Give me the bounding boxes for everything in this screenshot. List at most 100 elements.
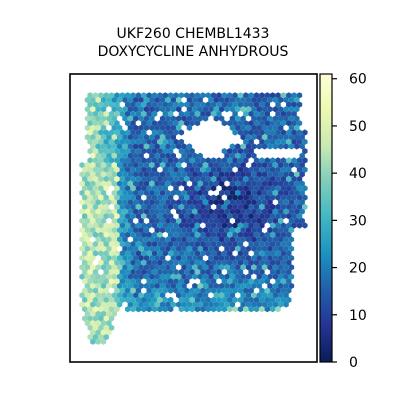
hexbin-cell <box>125 287 131 294</box>
hexbin-cell <box>261 292 268 299</box>
hexbin-cell <box>245 264 252 271</box>
hexbin-cell <box>181 199 187 206</box>
hexbin-cell <box>125 166 131 173</box>
hexbin-cell <box>87 101 93 108</box>
hexbin-cell <box>181 208 187 215</box>
hexbin-cell <box>159 292 166 299</box>
hexbin-cell <box>184 250 190 257</box>
hexbin-cell <box>173 278 179 285</box>
hexbin-cell <box>79 273 85 280</box>
hexbin-cell <box>235 245 241 252</box>
hexbin-cell <box>141 241 147 248</box>
hexbin-cell <box>138 227 144 234</box>
hexbin-cell <box>84 254 91 262</box>
hexbin-cell <box>176 292 182 299</box>
hexbin-cell <box>240 180 246 187</box>
hexbin-cell <box>194 259 201 266</box>
hexbin-cell <box>173 241 179 248</box>
hexbin-cell <box>210 110 217 117</box>
hexbin-cell <box>103 166 109 173</box>
hexbin-cell <box>296 194 303 201</box>
hexbin-cell <box>90 106 96 113</box>
hexbin-cell <box>87 194 93 201</box>
hexbin-cell <box>95 189 101 197</box>
hexbin-cell <box>82 185 88 192</box>
hexbin-cell <box>95 96 101 104</box>
hexbin-cell <box>205 203 211 210</box>
hexbin-cell <box>87 166 93 173</box>
hexbin-cell <box>95 134 101 141</box>
hexbin-cell <box>143 245 150 252</box>
hexbin-cell <box>141 129 147 136</box>
hexbin-cell <box>186 292 193 299</box>
hexbin-cell <box>261 236 268 243</box>
hexbin-cell <box>106 301 112 308</box>
hexbin-cell <box>251 217 257 224</box>
hexbin-cell <box>90 152 96 159</box>
hexbin-cell <box>205 101 211 108</box>
hexbin-cell <box>92 231 99 238</box>
hexbin-cell <box>84 208 91 215</box>
hexbin-cell <box>79 227 85 234</box>
hexbin-cell <box>146 259 152 266</box>
hexbin-cell <box>149 161 155 169</box>
hexbin-cell <box>186 199 193 206</box>
hexbin-cell <box>213 106 219 113</box>
hexbin-cell <box>216 175 222 183</box>
hexbin-cell <box>243 203 249 210</box>
hexbin-cell <box>133 301 139 308</box>
hexbin-cell <box>197 292 203 299</box>
hexbin-cell <box>116 134 123 141</box>
hexbin-cell <box>221 148 228 155</box>
hexbin-cell <box>106 180 112 187</box>
hexbin-cell <box>200 92 206 99</box>
hexbin-cell <box>240 217 246 224</box>
hexbin-cell <box>229 245 236 252</box>
hexbin-cell <box>87 231 93 238</box>
hexbin-cell <box>264 101 270 108</box>
hexbin-cell <box>232 222 238 229</box>
hexbin-cell <box>114 296 120 303</box>
hexbin-cell <box>176 96 182 104</box>
hexbin-cell <box>100 180 107 187</box>
hexbin-cell <box>194 203 201 210</box>
hexbin-cell <box>221 120 228 127</box>
hexbin-cell <box>84 189 91 197</box>
hexbin-cell <box>286 278 292 285</box>
hexbin-cell <box>130 92 136 99</box>
hexbin-cell <box>197 217 203 224</box>
hexbin-cell <box>256 227 262 234</box>
hexbin-cell <box>232 185 238 192</box>
hexbin-cell <box>143 254 150 262</box>
hexbin-cell <box>224 236 230 243</box>
hexbin-cell <box>216 306 222 313</box>
hexbin-cell <box>216 92 222 99</box>
hexbin-cell <box>253 194 260 201</box>
hexbin-cell <box>200 157 206 164</box>
hexbin-cell <box>227 166 233 173</box>
hexbin-cell <box>248 213 254 220</box>
hexbin-cell <box>92 315 99 322</box>
hexbin-cell <box>261 180 268 187</box>
hexbin-cell <box>237 157 244 164</box>
hexbin-cell <box>143 199 150 206</box>
hexbin-cell <box>251 171 257 178</box>
hexbin-cell <box>275 203 281 210</box>
hexbin-cell <box>253 231 260 238</box>
hexbin-cell <box>218 161 225 169</box>
hexbin-cell <box>135 110 142 117</box>
hexbin-cell <box>87 92 93 99</box>
hexbin-cell <box>232 268 238 276</box>
hexbin-cell <box>176 115 182 122</box>
hexbin-cell <box>90 254 96 262</box>
hexbin-cell <box>213 301 219 308</box>
hexbin-cell <box>218 254 225 262</box>
hexbin-cell <box>143 134 150 141</box>
hexbin-cell <box>302 203 308 210</box>
hexbin-cell <box>111 245 117 252</box>
hexbin-cell <box>103 110 109 117</box>
hexbin-cell <box>111 143 117 150</box>
hexbin-cell <box>264 120 270 127</box>
hexbin-cell <box>267 189 273 197</box>
hexbin-cell <box>261 189 268 197</box>
